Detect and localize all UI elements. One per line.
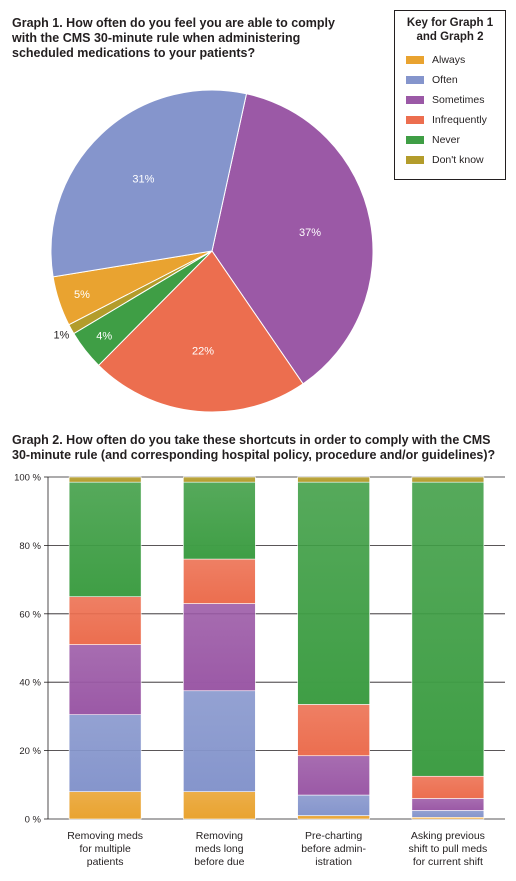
bar-segment-often bbox=[411, 810, 485, 818]
bar-segment-never bbox=[297, 481, 370, 705]
pie-label: 5% bbox=[74, 289, 90, 301]
legend-item: Always bbox=[395, 50, 505, 70]
pie-slice-often bbox=[50, 89, 248, 278]
bar-segment-sometimes bbox=[183, 603, 256, 692]
pie-label: 22% bbox=[192, 345, 214, 357]
legend-label: Never bbox=[432, 134, 461, 146]
legend-label: Always bbox=[432, 54, 466, 66]
bar-segment-don-t-know bbox=[411, 476, 485, 483]
legend-item: Never bbox=[395, 130, 505, 150]
legend-item: Infrequently bbox=[395, 110, 505, 130]
bar-segment-often bbox=[68, 714, 142, 792]
legend-swatch bbox=[406, 156, 424, 164]
legend-title: Key for Graph 1 and Graph 2 bbox=[406, 17, 494, 43]
legend-swatch bbox=[406, 96, 424, 104]
legend-box: Key for Graph 1 and Graph 2 Always Often… bbox=[394, 10, 506, 180]
legend-label: Don't know bbox=[432, 154, 484, 166]
bar-segment-don-t-know bbox=[183, 476, 256, 483]
bar-segment-never bbox=[183, 481, 256, 560]
y-tick-label: 60 % bbox=[19, 609, 41, 620]
pie-slice-infrequently bbox=[97, 250, 304, 413]
pie-slice-sometimes bbox=[211, 93, 374, 385]
legend-label: Often bbox=[432, 74, 458, 86]
bar-segment-don-t-know bbox=[68, 476, 142, 483]
legend-swatch bbox=[406, 136, 424, 144]
y-tick-label: 20 % bbox=[19, 746, 41, 757]
bar-segment-don-t-know bbox=[297, 476, 370, 483]
legend-swatch bbox=[406, 56, 424, 64]
bar-segment-infrequently bbox=[183, 558, 256, 604]
y-tick-label: 0 % bbox=[25, 815, 42, 826]
x-category-label: Pre-charting before admin-istration bbox=[301, 830, 366, 868]
legend-list: Always Often Sometimes Infrequently Neve… bbox=[395, 50, 505, 170]
y-tick-label: 40 % bbox=[19, 678, 41, 689]
graph1-title: Graph 1. How often do you feel you are a… bbox=[12, 16, 335, 60]
legend-item: Don't know bbox=[395, 150, 505, 170]
pie-label: 31% bbox=[132, 174, 154, 186]
pie-chart: 37% 22% 4% 1% 5% 31% bbox=[50, 89, 374, 413]
bar-segment-always bbox=[183, 791, 256, 820]
pie-label: 4% bbox=[96, 330, 112, 342]
bar-segment-always bbox=[297, 815, 370, 820]
bar-segment-sometimes bbox=[411, 798, 485, 811]
graph2-title: Graph 2. How often do you take these sho… bbox=[12, 433, 496, 462]
bar-segment-sometimes bbox=[68, 644, 142, 715]
bar-segment-never bbox=[68, 481, 142, 598]
bar-segment-infrequently bbox=[411, 775, 485, 799]
y-tick-label: 80 % bbox=[19, 541, 41, 552]
bar-segment-always bbox=[68, 791, 142, 820]
legend-label: Sometimes bbox=[432, 94, 485, 106]
bar-segment-often bbox=[183, 690, 256, 792]
bar-segment-never bbox=[411, 481, 485, 777]
x-category-label: Removing meds for multiple patients bbox=[67, 830, 143, 868]
bar-segment-infrequently bbox=[68, 596, 142, 645]
pie-label: 37% bbox=[299, 227, 321, 239]
legend-item: Often bbox=[395, 70, 505, 90]
pie-label: 1% bbox=[53, 330, 69, 342]
y-tick-label: 100 % bbox=[14, 473, 41, 484]
bar-segment-often bbox=[297, 794, 370, 816]
legend-swatch bbox=[406, 76, 424, 84]
x-category-label: Removing meds long before due bbox=[194, 830, 244, 868]
legend-swatch bbox=[406, 116, 424, 124]
bar-segment-infrequently bbox=[297, 704, 370, 757]
bar-segment-sometimes bbox=[297, 755, 370, 796]
legend-label: Infrequently bbox=[432, 114, 487, 126]
legend-item: Sometimes bbox=[395, 90, 505, 110]
x-category-label: Asking previous shift to pull meds for cur… bbox=[408, 830, 487, 868]
